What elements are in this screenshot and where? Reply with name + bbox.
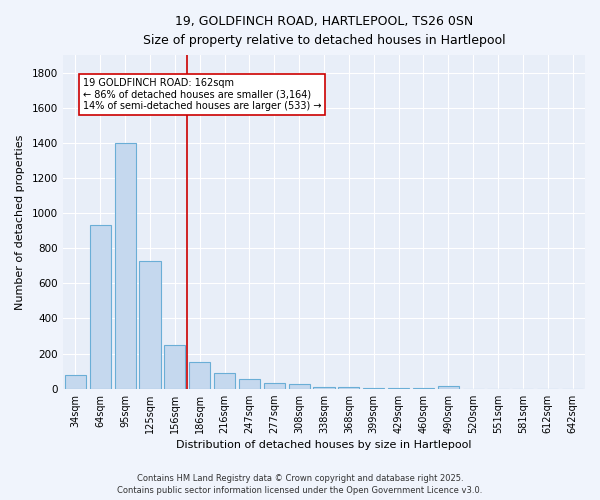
Bar	[139, 260, 161, 388]
Bar	[214, 373, 235, 388]
Bar	[239, 379, 260, 388]
Bar	[65, 374, 86, 388]
Y-axis label: Number of detached properties: Number of detached properties	[15, 134, 25, 310]
Bar	[438, 386, 459, 388]
Bar	[164, 345, 185, 389]
Bar	[313, 386, 335, 388]
Text: Contains HM Land Registry data © Crown copyright and database right 2025.
Contai: Contains HM Land Registry data © Crown c…	[118, 474, 482, 495]
Bar	[189, 362, 211, 388]
Title: 19, GOLDFINCH ROAD, HARTLEPOOL, TS26 0SN
Size of property relative to detached h: 19, GOLDFINCH ROAD, HARTLEPOOL, TS26 0SN…	[143, 15, 505, 47]
Text: 19 GOLDFINCH ROAD: 162sqm
← 86% of detached houses are smaller (3,164)
14% of se: 19 GOLDFINCH ROAD: 162sqm ← 86% of detac…	[83, 78, 322, 111]
X-axis label: Distribution of detached houses by size in Hartlepool: Distribution of detached houses by size …	[176, 440, 472, 450]
Bar	[90, 226, 111, 388]
Bar	[115, 143, 136, 388]
Bar	[289, 384, 310, 388]
Bar	[264, 384, 285, 388]
